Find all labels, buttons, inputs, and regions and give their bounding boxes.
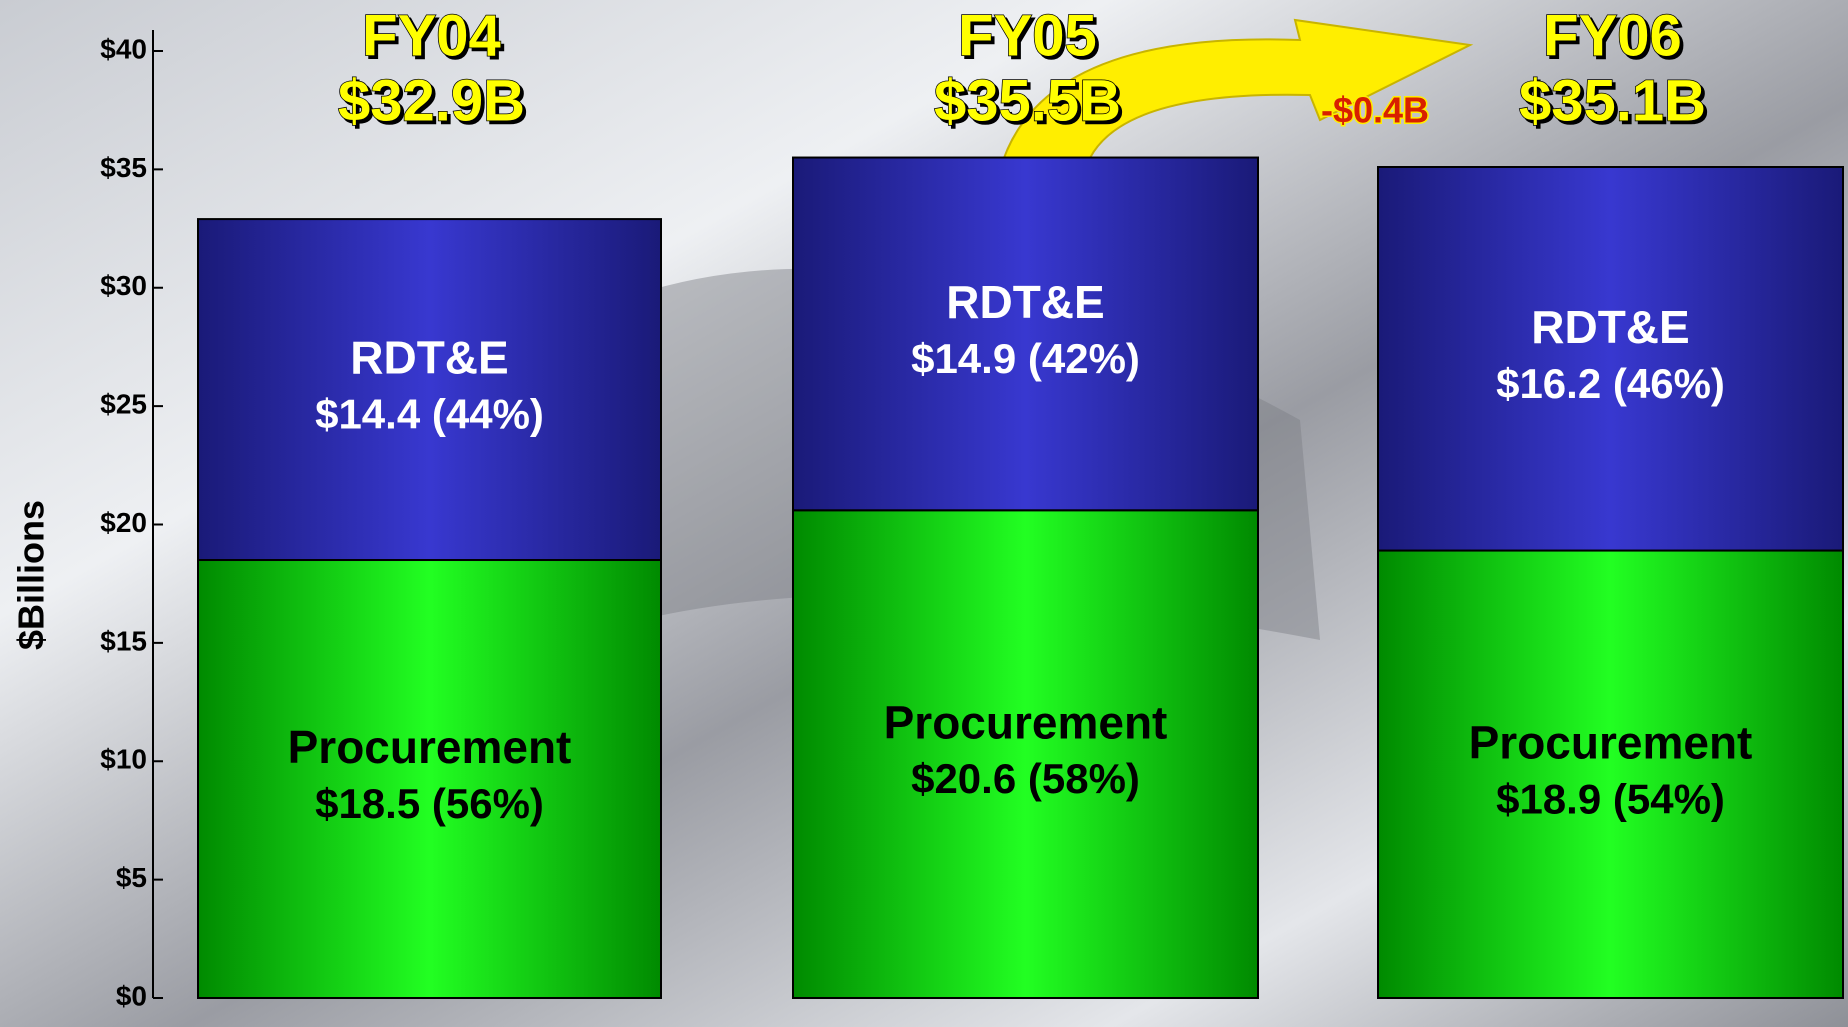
data-label: $14.9 (42%) (911, 335, 1140, 382)
total-label: $32.9B (338, 68, 525, 133)
data-label: $18.9 (54%) (1496, 775, 1725, 822)
segment-name: RDT&E (1531, 301, 1689, 353)
data-label: $18.5 (56%) (315, 780, 544, 827)
data-label: $20.6 (58%) (911, 755, 1140, 802)
y-tick-label: $20 (100, 507, 147, 538)
annotation: -$0.4B (1321, 90, 1429, 131)
total-label: $35.5B (934, 68, 1121, 133)
bar-segment (793, 510, 1258, 998)
data-label: $14.4 (44%) (315, 391, 544, 438)
y-tick-label: $40 (100, 33, 147, 64)
bar-segment (1378, 551, 1843, 998)
category-label: FY06 (1543, 3, 1682, 68)
category-label: FY04 (362, 3, 501, 68)
y-tick-label: $30 (100, 270, 147, 301)
y-tick-label: $15 (100, 625, 147, 656)
segment-name: Procurement (288, 721, 572, 773)
segment-name: Procurement (884, 696, 1168, 748)
y-tick-label: $10 (100, 744, 147, 775)
y-axis-label: $Billions (11, 500, 52, 650)
bar-segment (198, 560, 661, 998)
data-label: $16.2 (46%) (1496, 360, 1725, 407)
bar-segment (1378, 167, 1843, 551)
chart: $Billions $0 $5 $10 $15 $20 $25 $30 $35 $40 Procu… (0, 0, 1848, 1027)
segment-name: RDT&E (350, 332, 508, 384)
y-tick-label: $5 (116, 862, 147, 893)
category-label: FY05 (958, 3, 1097, 68)
total-label: $35.1B (1519, 68, 1706, 133)
y-tick-label: $35 (100, 152, 147, 183)
segment-name: Procurement (1469, 716, 1753, 768)
y-tick-label: $0 (116, 980, 147, 1011)
bar-segment (793, 158, 1258, 511)
y-tick-label: $25 (100, 389, 147, 420)
bar-segment (198, 219, 661, 560)
segment-name: RDT&E (946, 276, 1104, 328)
